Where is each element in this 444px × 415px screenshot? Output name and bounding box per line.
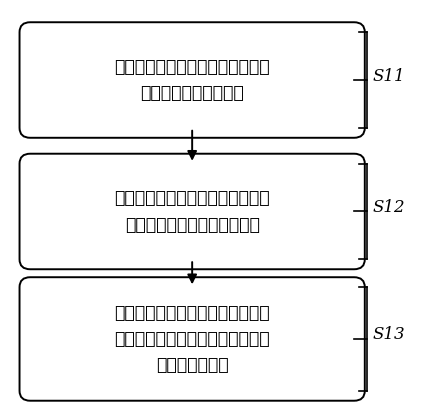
Text: S12: S12 — [372, 199, 404, 216]
FancyBboxPatch shape — [20, 154, 365, 269]
Text: 获取空压机系统模型内空压站的输
出参数，并将输出参数作为空压站
的优化压力参数: 获取空压机系统模型内空压站的输 出参数，并将输出参数作为空压站 的优化压力参数 — [115, 303, 270, 374]
Text: 调入空压机系统模型以输入各用气
点的流量参数和阈值压力参数: 调入空压机系统模型以输入各用气 点的流量参数和阈值压力参数 — [115, 189, 270, 234]
Text: 获取空压机系统内的各用气点的流
量参数和阈值压力参数: 获取空压机系统内的各用气点的流 量参数和阈值压力参数 — [115, 58, 270, 102]
Text: S13: S13 — [372, 327, 404, 344]
Text: S11: S11 — [372, 68, 404, 85]
FancyBboxPatch shape — [20, 277, 365, 401]
FancyBboxPatch shape — [20, 22, 365, 138]
